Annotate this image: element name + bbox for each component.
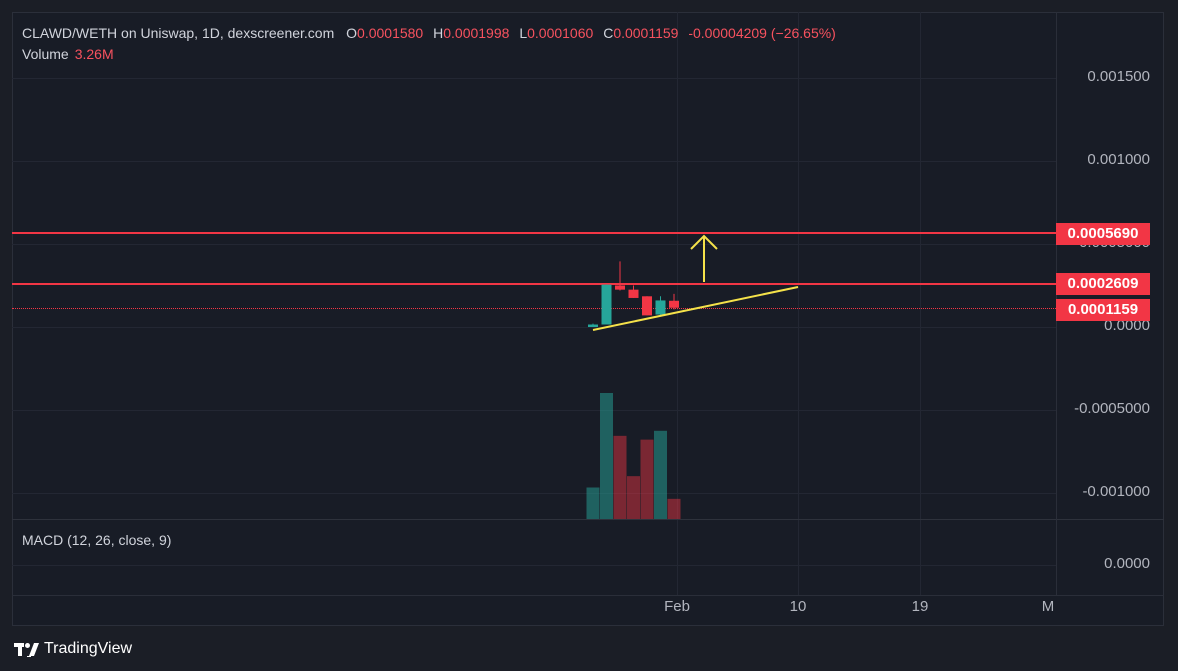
candle-body xyxy=(628,289,639,298)
grid-line xyxy=(12,161,1056,162)
volume-bar xyxy=(640,439,654,519)
support-price-label: 0.0002609 xyxy=(1056,273,1150,295)
time-tick: Feb xyxy=(664,598,690,615)
ohlc-legend: CLAWD/WETH on Uniswap, 1D, dexscreener.c… xyxy=(22,25,836,41)
candle-body xyxy=(615,285,625,290)
pane-separator[interactable] xyxy=(12,519,1164,520)
volume-bar xyxy=(613,435,627,519)
price-tick: -0.0005000 xyxy=(1074,400,1150,417)
volume-bar xyxy=(654,430,667,519)
support-line[interactable] xyxy=(12,283,1056,285)
time-tick: 10 xyxy=(789,598,807,615)
volume-bar xyxy=(586,487,600,519)
candlesticks xyxy=(588,261,679,327)
grid-line xyxy=(12,327,1056,328)
candle-body xyxy=(655,300,666,315)
last-price-label: 0.0001159 xyxy=(1056,299,1150,321)
grid-line xyxy=(12,244,1056,245)
candle-body xyxy=(601,284,612,325)
trendline[interactable] xyxy=(592,286,799,331)
volume-bars xyxy=(586,393,681,519)
symbol-title: CLAWD/WETH on Uniswap, 1D, dexscreener.c… xyxy=(22,25,335,41)
high-value: 0.0001998 xyxy=(443,25,510,41)
grid-line xyxy=(12,410,1056,411)
last-price-line xyxy=(12,308,1056,309)
ohlc-key: L xyxy=(519,25,528,41)
candle-body xyxy=(642,296,652,316)
volume-bar xyxy=(627,476,640,519)
volume-bar xyxy=(667,498,681,519)
low-value: 0.0001060 xyxy=(527,25,594,41)
price-tick: -0.001000 xyxy=(1082,483,1150,500)
macd-legend[interactable]: MACD (12, 26, close, 9) xyxy=(22,532,172,548)
ohlc-key: H xyxy=(433,25,444,41)
time-tick: 19 xyxy=(911,598,929,615)
resistance-price-label: 0.0005690 xyxy=(1056,223,1150,245)
open-value: 0.0001580 xyxy=(357,25,424,41)
volume-bar xyxy=(600,393,613,519)
chart-frame[interactable] xyxy=(12,12,1164,626)
price-tick: 0.001500 xyxy=(1087,68,1150,85)
time-axis-border xyxy=(12,595,1164,596)
tradingview-wordmark: TradingView xyxy=(44,640,133,657)
tradingview-logo[interactable]: TradingView xyxy=(14,640,132,658)
price-tick: 0.0000 xyxy=(1104,317,1150,334)
volume-label: Volume xyxy=(22,46,69,62)
price-tick: 0.001000 xyxy=(1087,151,1150,168)
volume-legend: Volume 3.26M xyxy=(22,46,114,62)
macd-tick: 0.0000 xyxy=(1104,555,1150,572)
change-value: -0.00004209 (−26.65%) xyxy=(688,25,836,41)
time-tick: M xyxy=(1041,598,1055,615)
ohlc-key: O xyxy=(346,25,358,41)
grid-line xyxy=(798,12,799,595)
candle-body xyxy=(669,300,679,308)
grid-line xyxy=(920,12,921,595)
grid-line xyxy=(12,493,1056,494)
ohlc-key: C xyxy=(603,25,614,41)
grid-line xyxy=(12,565,1056,566)
resistance-line[interactable] xyxy=(12,232,1056,234)
grid-line xyxy=(12,78,1056,79)
volume-value: 3.26M xyxy=(74,46,114,62)
up-arrow-icon[interactable] xyxy=(690,234,718,250)
close-value: 0.0001159 xyxy=(613,25,679,41)
candle-body xyxy=(588,324,598,327)
tradingview-logo-icon xyxy=(14,641,40,657)
